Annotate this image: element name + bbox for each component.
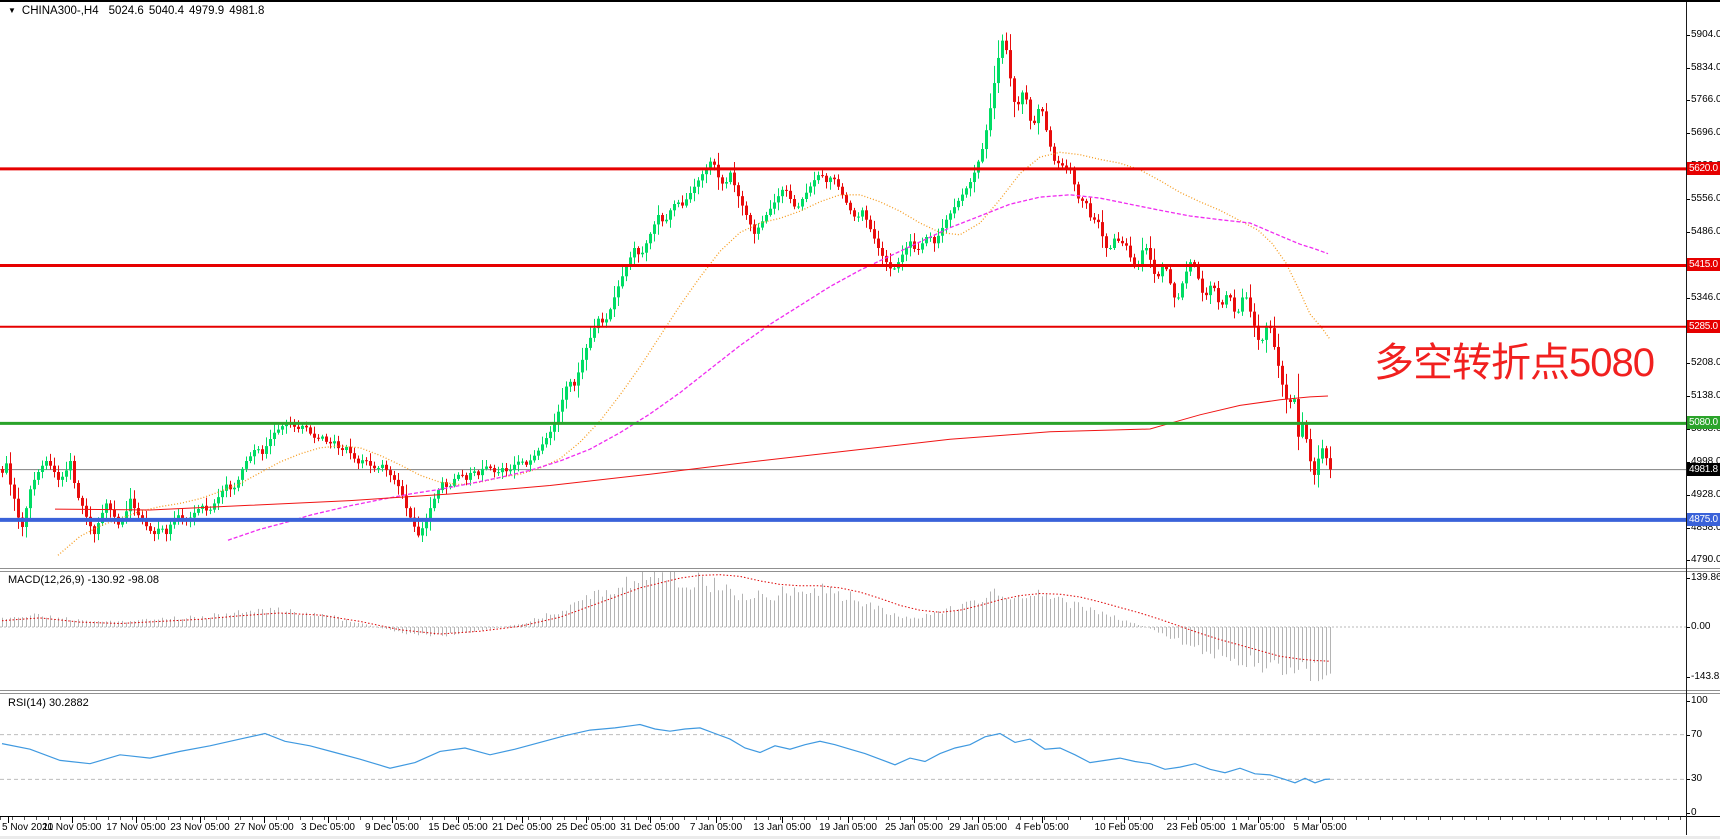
price-axis-label: 5138.0: [1686, 390, 1720, 401]
time-axis-minor-ticks: [0, 817, 1686, 820]
price-axis-label: 5346.0: [1686, 292, 1720, 303]
rsi-caption: RSI(14) 30.2882: [8, 697, 89, 709]
time-axis-tick: [392, 817, 393, 823]
price-axis-label: 4858.0: [1686, 522, 1720, 533]
time-axis-tick: [650, 817, 651, 823]
macd-axis-label: -143.82: [1686, 671, 1720, 682]
price-axis-label: 4790.0: [1686, 554, 1720, 565]
price-axis-label: 5904.0: [1686, 29, 1720, 40]
quote-bar: ▼ CHINA300-,H4 5024.6 5040.4 4979.9 4981.8: [8, 5, 269, 20]
rsi-axis-label: 0: [1686, 807, 1697, 818]
price-axis-label: 4998.0: [1686, 456, 1720, 467]
time-axis-tick: [586, 817, 587, 823]
time-axis-tick: [1258, 817, 1259, 823]
main-price-chart[interactable]: [0, 20, 1686, 568]
price-axis-label: 4928.0: [1686, 489, 1720, 500]
symbol-timeframe-label: CHINA300-,H4: [21, 5, 99, 17]
macd-axis-label: 0.00: [1686, 621, 1710, 632]
macd-caption: MACD(12,26,9) -130.92 -98.08: [8, 574, 159, 586]
time-axis-label: 29 Jan 05:00: [949, 822, 1007, 833]
pivot-annotation-text: 多空转折点5080: [1374, 341, 1655, 385]
rsi-value: 30.2882: [48, 697, 89, 709]
time-axis-tick: [914, 817, 915, 823]
time-axis-label: 10 Feb 05:00: [1094, 822, 1154, 833]
macd-name: MACD(12,26,9): [8, 574, 85, 586]
panel-separator-macd-rsi[interactable]: [0, 690, 1720, 694]
time-axis-tick: [8, 817, 9, 823]
level-badge-5080: 5080.0: [1687, 416, 1720, 430]
time-axis-tick: [1042, 817, 1043, 823]
price-axis-label: 5834.0: [1686, 62, 1720, 73]
slow-ma-red: [54, 395, 1329, 511]
time-axis-tick: [782, 817, 783, 823]
quote-close: 4981.8: [229, 5, 265, 17]
price-axis-label: 5696.0: [1686, 127, 1720, 138]
time-axis-label: 15 Dec 05:00: [428, 822, 488, 833]
price-axis-label: 5208.0: [1686, 357, 1720, 368]
quote-open: 5024.6: [108, 5, 144, 17]
time-axis-label: 1 Mar 05:00: [1231, 822, 1285, 833]
time-axis-tick: [200, 817, 201, 823]
price-axis-label: 5486.0: [1686, 226, 1720, 237]
level-badge-5620: 5620.0: [1687, 161, 1720, 175]
level-badge-4875: 4875.0: [1687, 512, 1720, 526]
time-axis-label: 21 Dec 05:00: [492, 822, 552, 833]
time-axis-label: 17 Nov 05:00: [106, 822, 166, 833]
macd-values: -130.92 -98.08: [87, 574, 160, 586]
bullish-candles-group: [5, 34, 1324, 542]
price-axis-label: 5766.0: [1686, 94, 1720, 105]
price-axis-border: [1686, 2, 1687, 835]
panel-separator-main-macd[interactable]: [0, 568, 1720, 572]
time-axis-tick: [1124, 817, 1125, 823]
quote-high: 5040.4: [148, 5, 184, 17]
current-price-badge: 4981.8: [1687, 462, 1720, 476]
rsi-line: [1, 723, 1331, 784]
time-axis-label: 27 Nov 05:00: [234, 822, 294, 833]
mid-ma-magenta: [227, 194, 1329, 541]
time-axis-tick: [1320, 817, 1321, 823]
time-axis-label: 13 Jan 05:00: [753, 822, 811, 833]
time-axis-tick: [136, 817, 137, 823]
rsi-axis-label: 100: [1686, 695, 1708, 706]
time-axis-label: 31 Dec 05:00: [620, 822, 680, 833]
macd-indicator-panel[interactable]: [0, 572, 1686, 690]
time-axis-label: 3 Dec 05:00: [301, 822, 355, 833]
quote-low: 4979.9: [189, 5, 225, 17]
time-axis-label: 25 Dec 05:00: [556, 822, 616, 833]
time-axis-label: 23 Feb 05:00: [1166, 822, 1226, 833]
macd-axis-label: 139.86: [1686, 572, 1720, 583]
symbol-dropdown-icon[interactable]: ▼: [8, 6, 16, 15]
rsi-name: RSI(14): [8, 697, 46, 709]
time-axis-tick: [328, 817, 329, 823]
rsi-axis-label: 70: [1686, 729, 1702, 740]
time-axis-label: 25 Jan 05:00: [885, 822, 943, 833]
macd-histogram: [2, 572, 1331, 682]
rsi-indicator-panel[interactable]: [0, 694, 1686, 816]
fast-ma-orange: [57, 151, 1331, 556]
time-axis[interactable]: 5 Nov 2020 11 Nov 05:00 17 Nov 05:00 23 Nov…: [0, 816, 1720, 836]
time-axis-tick: [72, 817, 73, 823]
time-axis-label: 4 Feb 05:00: [1015, 822, 1069, 833]
rsi-axis-label: 30: [1686, 773, 1702, 784]
time-axis-label: 19 Jan 05:00: [819, 822, 877, 833]
time-axis-tick: [458, 817, 459, 823]
time-axis-tick: [848, 817, 849, 823]
time-axis-tick: [1196, 817, 1197, 823]
level-badge-5415: 5415.0: [1687, 258, 1720, 272]
time-axis-label: 5 Nov 2020: [2, 822, 54, 833]
time-axis-label: 7 Jan 05:00: [689, 822, 743, 833]
time-axis-label: 5 Mar 05:00: [1293, 822, 1347, 833]
level-badge-5285: 5285.0: [1687, 319, 1720, 333]
time-axis-tick: [978, 817, 979, 823]
time-axis-label: 23 Nov 05:00: [170, 822, 230, 833]
price-axis-label: 5556.0: [1686, 193, 1720, 204]
time-axis-label: 11 Nov 05:00: [42, 822, 102, 833]
time-axis-tick: [522, 817, 523, 823]
time-axis-tick: [264, 817, 265, 823]
time-axis-tick: [716, 817, 717, 823]
time-axis-label: 9 Dec 05:00: [365, 822, 419, 833]
bearish-candles-group: [1, 32, 1332, 543]
